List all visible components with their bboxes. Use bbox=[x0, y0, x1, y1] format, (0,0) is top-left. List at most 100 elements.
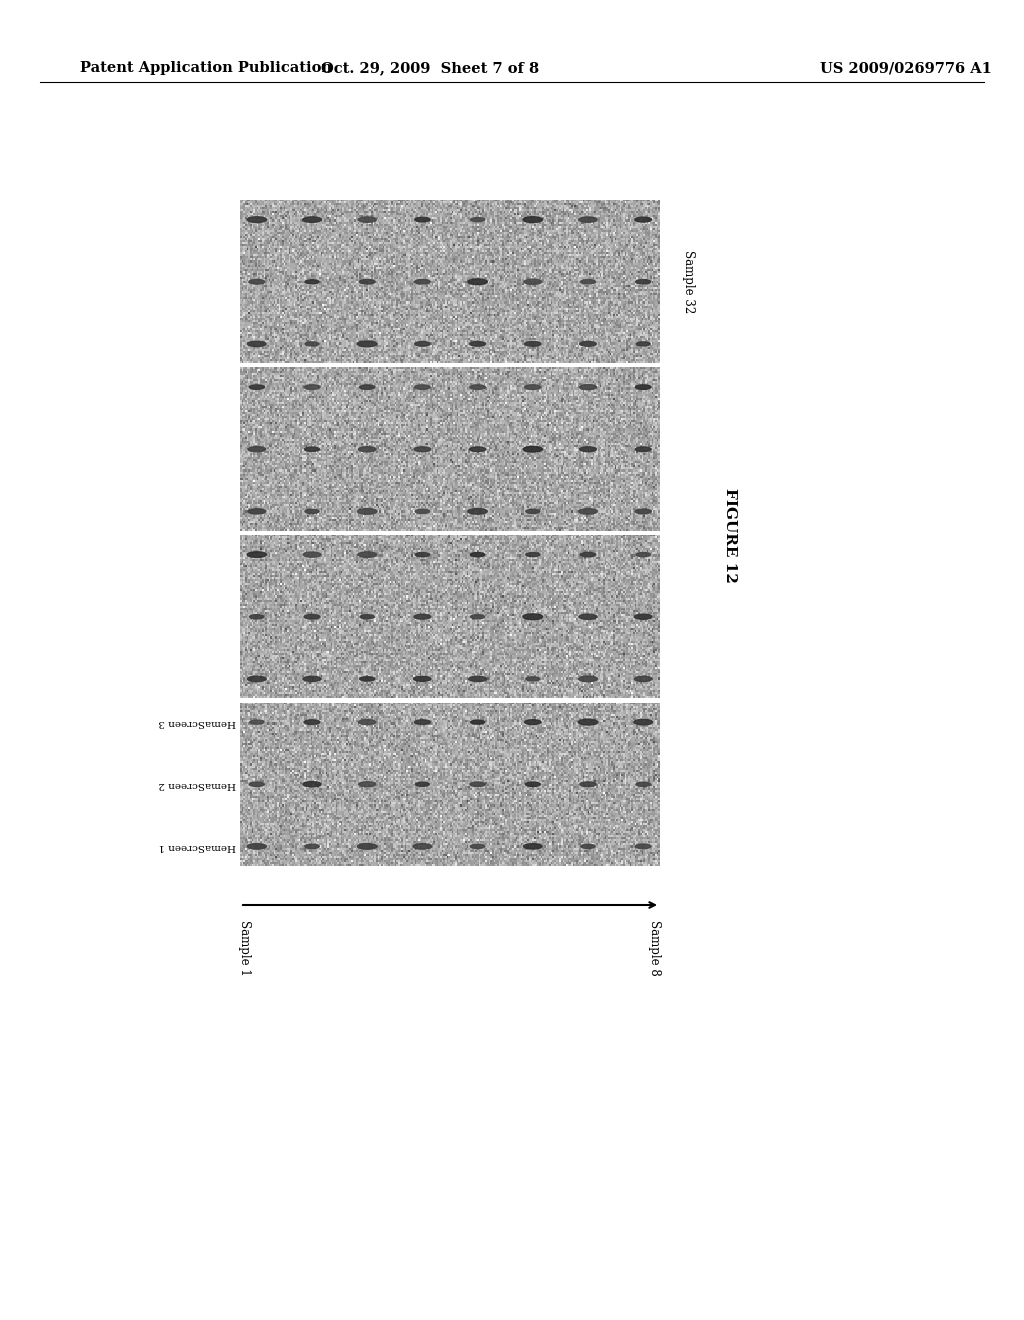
Ellipse shape bbox=[415, 342, 430, 346]
Ellipse shape bbox=[524, 279, 542, 284]
Text: Oct. 29, 2009  Sheet 7 of 8: Oct. 29, 2009 Sheet 7 of 8 bbox=[321, 61, 539, 75]
Ellipse shape bbox=[304, 614, 319, 619]
Text: Sample 8: Sample 8 bbox=[648, 920, 662, 975]
Ellipse shape bbox=[414, 614, 431, 619]
Ellipse shape bbox=[302, 216, 322, 222]
Ellipse shape bbox=[250, 615, 264, 619]
Ellipse shape bbox=[360, 615, 375, 619]
Ellipse shape bbox=[303, 781, 322, 787]
Ellipse shape bbox=[415, 510, 430, 513]
Ellipse shape bbox=[359, 280, 375, 284]
Ellipse shape bbox=[636, 783, 650, 787]
Ellipse shape bbox=[468, 508, 487, 515]
Ellipse shape bbox=[415, 719, 430, 725]
Ellipse shape bbox=[635, 447, 651, 451]
Ellipse shape bbox=[471, 615, 484, 619]
Ellipse shape bbox=[523, 843, 542, 849]
Ellipse shape bbox=[468, 279, 487, 285]
Text: HemaScreen 2: HemaScreen 2 bbox=[158, 780, 236, 789]
Ellipse shape bbox=[525, 510, 540, 513]
Ellipse shape bbox=[636, 385, 651, 389]
Ellipse shape bbox=[524, 342, 541, 346]
Text: FIGURE 12: FIGURE 12 bbox=[723, 487, 737, 582]
Ellipse shape bbox=[359, 385, 375, 389]
Ellipse shape bbox=[579, 676, 597, 681]
Ellipse shape bbox=[524, 719, 541, 725]
Ellipse shape bbox=[579, 614, 597, 619]
Ellipse shape bbox=[525, 385, 541, 389]
Ellipse shape bbox=[249, 385, 264, 389]
Ellipse shape bbox=[579, 508, 597, 513]
Ellipse shape bbox=[247, 216, 266, 223]
Ellipse shape bbox=[357, 552, 377, 557]
Text: US 2009/0269776 A1: US 2009/0269776 A1 bbox=[820, 61, 992, 75]
Text: HemaScreen 1: HemaScreen 1 bbox=[158, 842, 236, 851]
Ellipse shape bbox=[413, 843, 432, 849]
Ellipse shape bbox=[636, 553, 650, 557]
Ellipse shape bbox=[303, 552, 321, 557]
Ellipse shape bbox=[580, 446, 596, 451]
Text: HemaScreen 3: HemaScreen 3 bbox=[158, 718, 236, 726]
Ellipse shape bbox=[358, 781, 376, 787]
Ellipse shape bbox=[247, 843, 266, 849]
Ellipse shape bbox=[636, 280, 650, 284]
Ellipse shape bbox=[580, 342, 596, 346]
Ellipse shape bbox=[525, 553, 540, 557]
Ellipse shape bbox=[305, 342, 318, 346]
Ellipse shape bbox=[634, 676, 652, 681]
Ellipse shape bbox=[523, 216, 543, 223]
Ellipse shape bbox=[525, 677, 540, 681]
Ellipse shape bbox=[304, 385, 319, 389]
Ellipse shape bbox=[635, 510, 651, 513]
Ellipse shape bbox=[358, 719, 376, 725]
Ellipse shape bbox=[581, 552, 596, 557]
Ellipse shape bbox=[357, 508, 377, 515]
Ellipse shape bbox=[415, 385, 430, 389]
Ellipse shape bbox=[358, 446, 376, 451]
Text: Patent Application Publication: Patent Application Publication bbox=[80, 61, 332, 75]
Ellipse shape bbox=[580, 384, 597, 389]
Ellipse shape bbox=[470, 447, 485, 451]
Ellipse shape bbox=[414, 446, 431, 451]
Ellipse shape bbox=[247, 552, 266, 557]
Ellipse shape bbox=[414, 676, 431, 681]
Ellipse shape bbox=[581, 845, 595, 849]
Ellipse shape bbox=[525, 781, 541, 787]
Text: Sample 32: Sample 32 bbox=[682, 249, 694, 313]
Ellipse shape bbox=[359, 677, 375, 681]
Ellipse shape bbox=[470, 342, 485, 346]
Ellipse shape bbox=[250, 721, 264, 725]
Ellipse shape bbox=[416, 783, 429, 787]
Ellipse shape bbox=[635, 614, 652, 619]
Ellipse shape bbox=[581, 280, 595, 284]
Ellipse shape bbox=[249, 781, 264, 787]
Ellipse shape bbox=[415, 280, 430, 284]
Ellipse shape bbox=[415, 553, 430, 557]
Ellipse shape bbox=[248, 676, 266, 681]
Ellipse shape bbox=[304, 719, 319, 725]
Ellipse shape bbox=[470, 218, 484, 222]
Ellipse shape bbox=[358, 216, 376, 222]
Ellipse shape bbox=[579, 719, 598, 725]
Ellipse shape bbox=[636, 342, 650, 346]
Ellipse shape bbox=[248, 508, 265, 513]
Ellipse shape bbox=[635, 843, 651, 849]
Ellipse shape bbox=[470, 845, 484, 849]
Ellipse shape bbox=[579, 216, 597, 222]
Ellipse shape bbox=[357, 341, 377, 347]
Ellipse shape bbox=[249, 280, 264, 284]
Ellipse shape bbox=[415, 218, 430, 222]
Ellipse shape bbox=[304, 845, 319, 849]
Text: Sample 1: Sample 1 bbox=[239, 920, 252, 975]
Ellipse shape bbox=[523, 614, 543, 619]
Ellipse shape bbox=[248, 446, 265, 451]
Ellipse shape bbox=[304, 447, 319, 451]
Ellipse shape bbox=[523, 446, 543, 451]
Ellipse shape bbox=[305, 280, 318, 284]
Ellipse shape bbox=[305, 510, 319, 513]
Ellipse shape bbox=[580, 781, 596, 787]
Ellipse shape bbox=[470, 781, 485, 787]
Ellipse shape bbox=[303, 676, 321, 681]
Ellipse shape bbox=[635, 218, 651, 222]
Ellipse shape bbox=[469, 676, 486, 681]
